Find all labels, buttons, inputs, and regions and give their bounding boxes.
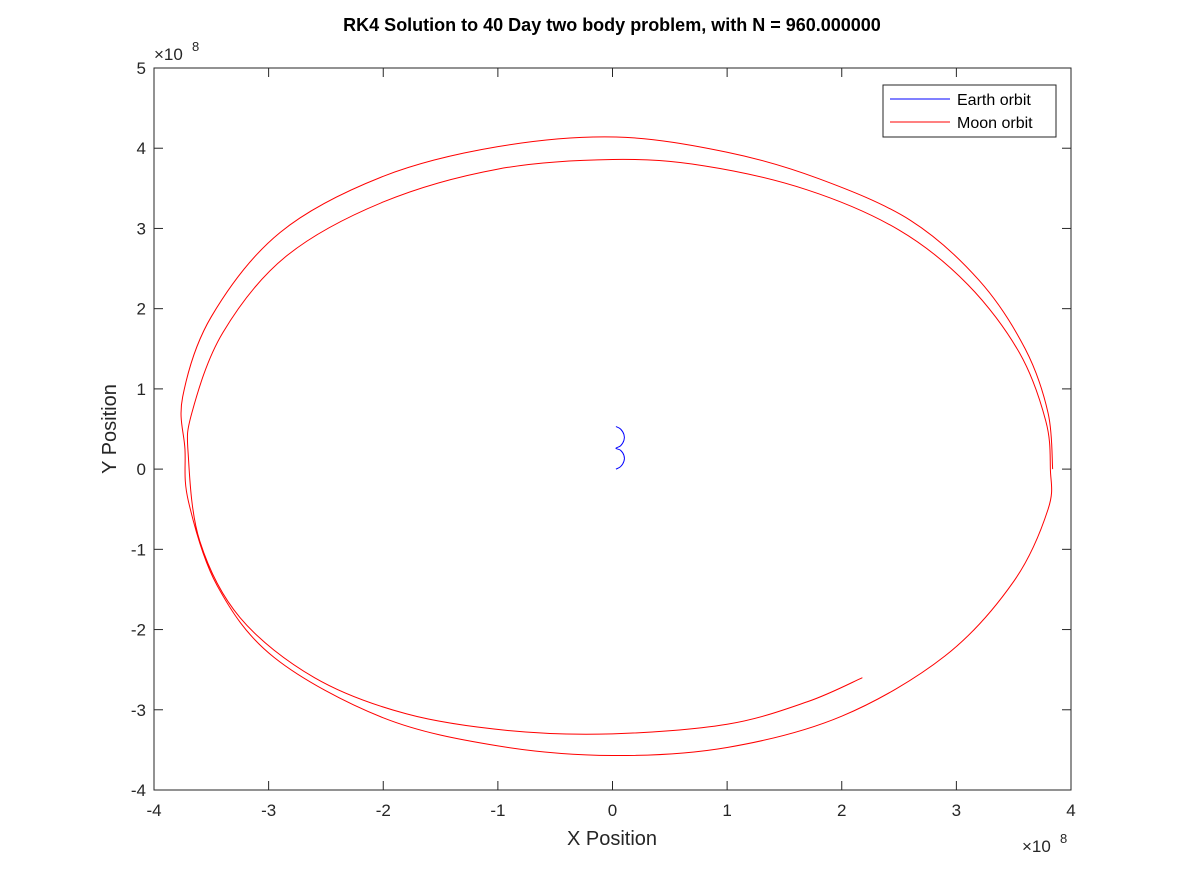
- y-tick-label: 0: [137, 460, 146, 479]
- y-tick-label: -3: [131, 701, 146, 720]
- y-exponent-power: 8: [192, 39, 199, 54]
- y-tick-label: 5: [137, 59, 146, 78]
- x-exponent-power: 8: [1060, 831, 1067, 846]
- x-exponent: ×10 8: [1022, 831, 1067, 856]
- series-layer: [180, 136, 1054, 757]
- ticks: -4 -3 -2 -1 0 1 2 3 4 -4 -3 -2 -1 0 1 2 3 4 5: [131, 59, 1076, 820]
- y-tick-label: 3: [137, 219, 146, 238]
- x-tick-label: 3: [952, 801, 961, 820]
- y-exponent-base: ×10: [154, 45, 183, 64]
- legend: Earth orbit Moon orbit: [882, 84, 1057, 138]
- legend-box: [882, 84, 1057, 138]
- x-tick-label: 1: [722, 801, 731, 820]
- x-tick-label: -4: [146, 801, 161, 820]
- x-tick-label: 0: [608, 801, 617, 820]
- x-tick-label: -2: [376, 801, 391, 820]
- x-tick-label: -3: [261, 801, 276, 820]
- earth-orbit-line: [615, 426, 625, 470]
- x-tick-label: -1: [490, 801, 505, 820]
- legend-label-moon: Moon orbit: [957, 115, 1033, 132]
- y-tick-label: 1: [137, 380, 146, 399]
- x-axis-label: X Position: [567, 828, 657, 850]
- moon-orbit-line: [180, 136, 1054, 757]
- y-tick-label: -1: [131, 540, 146, 559]
- axes-box: [153, 67, 1072, 791]
- chart-title: RK4 Solution to 40 Day two body problem,…: [343, 15, 881, 35]
- y-tick-label: -2: [131, 621, 146, 640]
- plot-area: -4 -3 -2 -1 0 1 2 3 4 -4 -3 -2 -1 0 1 2 3 4 5: [131, 59, 1076, 820]
- y-tick-label: -4: [131, 781, 146, 800]
- x-tick-label: 4: [1066, 801, 1075, 820]
- legend-label-earth: Earth orbit: [957, 92, 1031, 109]
- x-tick-label: 2: [837, 801, 846, 820]
- y-tick-label: 4: [137, 139, 146, 158]
- y-axis-label: Y Position: [99, 384, 121, 474]
- x-exponent-base: ×10: [1022, 837, 1051, 856]
- y-exponent: ×10 8: [154, 39, 199, 64]
- y-tick-label: 2: [137, 300, 146, 319]
